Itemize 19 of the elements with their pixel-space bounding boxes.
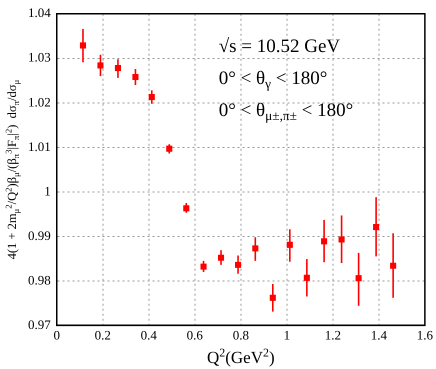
y-tick-label: 1.03	[28, 50, 51, 65]
y-tick-label: 0.97	[28, 316, 52, 332]
y-tick-label: 1.04	[28, 5, 52, 20]
x-tick-label: 0	[54, 328, 60, 343]
y-tick-label: 0.99	[28, 228, 51, 243]
y-tick-label: 0.98	[28, 272, 51, 288]
x-tick-label: 0.6	[186, 328, 204, 343]
x-tick-label: 0.8	[232, 328, 249, 343]
x-tick-label: 1.6	[416, 328, 434, 343]
x-tick-label: 0.4	[140, 328, 158, 343]
x-tick-label: 1.2	[324, 328, 341, 343]
x-tick-label: 1	[284, 328, 290, 343]
x-tick-label: 1.4	[370, 328, 388, 343]
annotation: √s = 10.52 GeV	[218, 36, 340, 57]
x-tick-label: 0.2	[94, 328, 111, 343]
y-tick-label: 1.02	[28, 94, 51, 110]
y-tick-label: 1	[44, 183, 51, 198]
text: 4(1 + 2mμ2/Q2)βμ/(βπ3|Fπ|2) dσπ/dσμ	[3, 80, 21, 260]
y-tick-label: 1.01	[28, 138, 51, 154]
